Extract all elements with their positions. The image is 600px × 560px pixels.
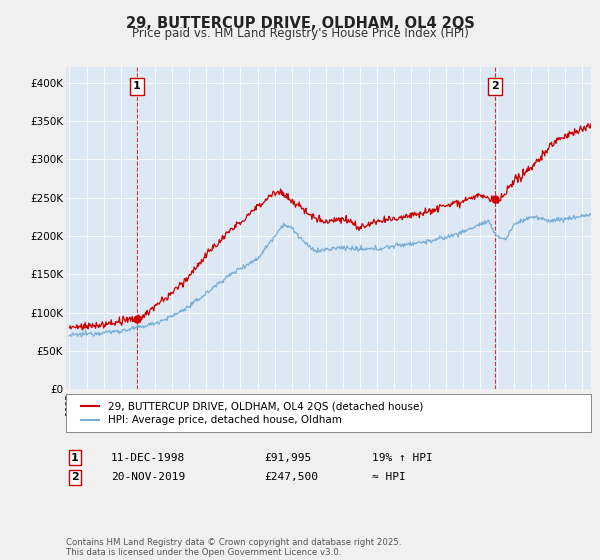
Text: Price paid vs. HM Land Registry's House Price Index (HPI): Price paid vs. HM Land Registry's House … (131, 27, 469, 40)
Legend: 29, BUTTERCUP DRIVE, OLDHAM, OL4 2QS (detached house), HPI: Average price, detac: 29, BUTTERCUP DRIVE, OLDHAM, OL4 2QS (de… (76, 397, 427, 430)
Text: 29, BUTTERCUP DRIVE, OLDHAM, OL4 2QS: 29, BUTTERCUP DRIVE, OLDHAM, OL4 2QS (125, 16, 475, 31)
Text: Contains HM Land Registry data © Crown copyright and database right 2025.
This d: Contains HM Land Registry data © Crown c… (66, 538, 401, 557)
Text: 19% ↑ HPI: 19% ↑ HPI (372, 452, 433, 463)
Text: 11-DEC-1998: 11-DEC-1998 (111, 452, 185, 463)
Text: 1: 1 (133, 81, 141, 91)
Text: 2: 2 (71, 472, 79, 482)
Text: £247,500: £247,500 (264, 472, 318, 482)
Text: 20-NOV-2019: 20-NOV-2019 (111, 472, 185, 482)
Text: 2: 2 (491, 81, 499, 91)
Text: £91,995: £91,995 (264, 452, 311, 463)
Text: ≈ HPI: ≈ HPI (372, 472, 406, 482)
Text: 1: 1 (71, 452, 79, 463)
